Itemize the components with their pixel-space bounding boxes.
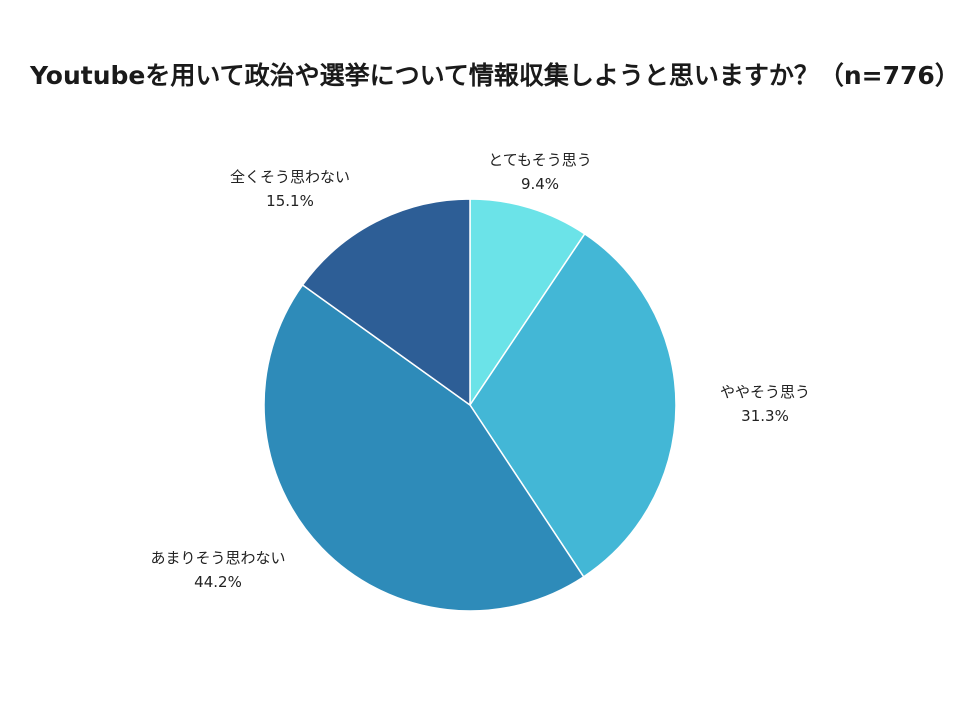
slice-label-3: あまりそう思わない 44.2% [150,546,285,594]
slice-category-label: とてもそう思う [488,151,592,169]
pie-slice-4 [301,198,471,407]
slice-value-label: 44.2% [194,573,242,591]
chart-title: Youtubeを用いて政治や選挙について情報収集しようと思いますか？（n=776… [30,61,960,90]
pie-slice-3 [263,283,585,612]
slice-value-label: 31.3% [741,407,789,425]
slice-value-label: 15.1% [266,192,314,210]
slice-category-label: あまりそう思わない [150,549,286,567]
slice-category-label: ややそう思う [719,383,811,401]
slice-label-1: とてもそう思う 9.4% [488,148,592,196]
slice-value-label: 9.4% [520,175,560,193]
slice-label-4: 全くそう思わない 15.1% [230,165,350,213]
slice-category-label: 全くそう思わない [229,168,351,186]
slice-label-2: ややそう思う 31.3% [720,380,810,428]
pie-slice-1 [469,198,586,408]
pie-slice-2 [469,232,677,578]
